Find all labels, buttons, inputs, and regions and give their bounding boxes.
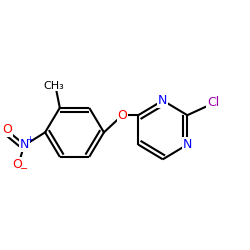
Text: O: O: [118, 109, 127, 122]
Text: N: N: [183, 138, 192, 151]
Text: −: −: [20, 164, 28, 174]
Text: O: O: [2, 124, 12, 136]
Text: O: O: [12, 158, 22, 171]
Text: CH₃: CH₃: [43, 81, 64, 91]
Text: Cl: Cl: [207, 96, 219, 110]
Text: +: +: [26, 135, 33, 144]
Text: N: N: [158, 94, 168, 107]
Text: N: N: [20, 138, 29, 151]
